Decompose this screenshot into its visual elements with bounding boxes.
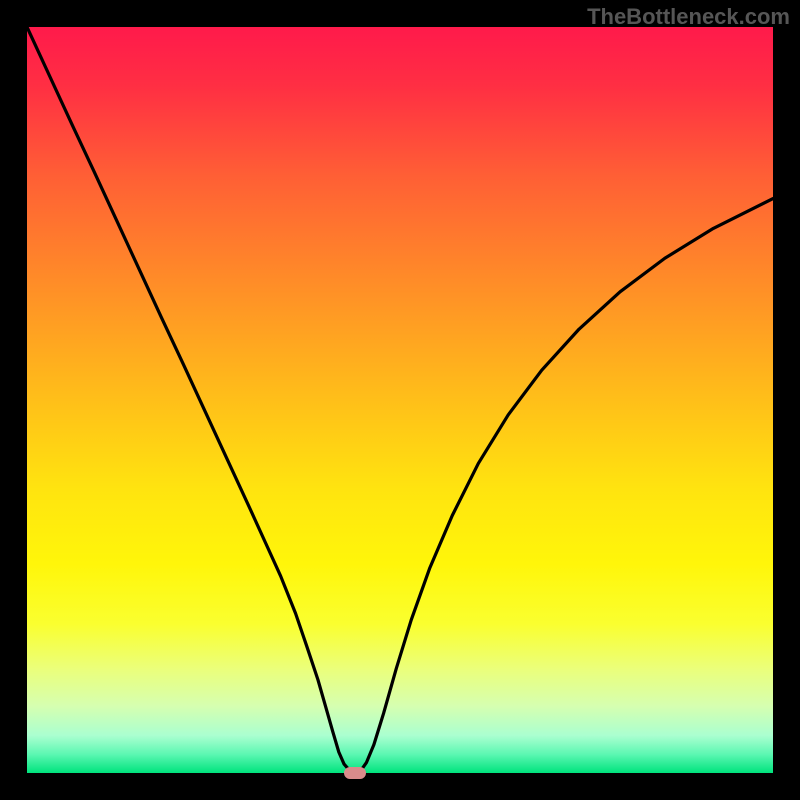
watermark-text: TheBottleneck.com xyxy=(587,4,790,30)
plot-area xyxy=(27,27,773,773)
optimal-point-marker xyxy=(344,767,366,779)
curve-svg xyxy=(27,27,773,773)
bottleneck-curve xyxy=(27,27,773,773)
